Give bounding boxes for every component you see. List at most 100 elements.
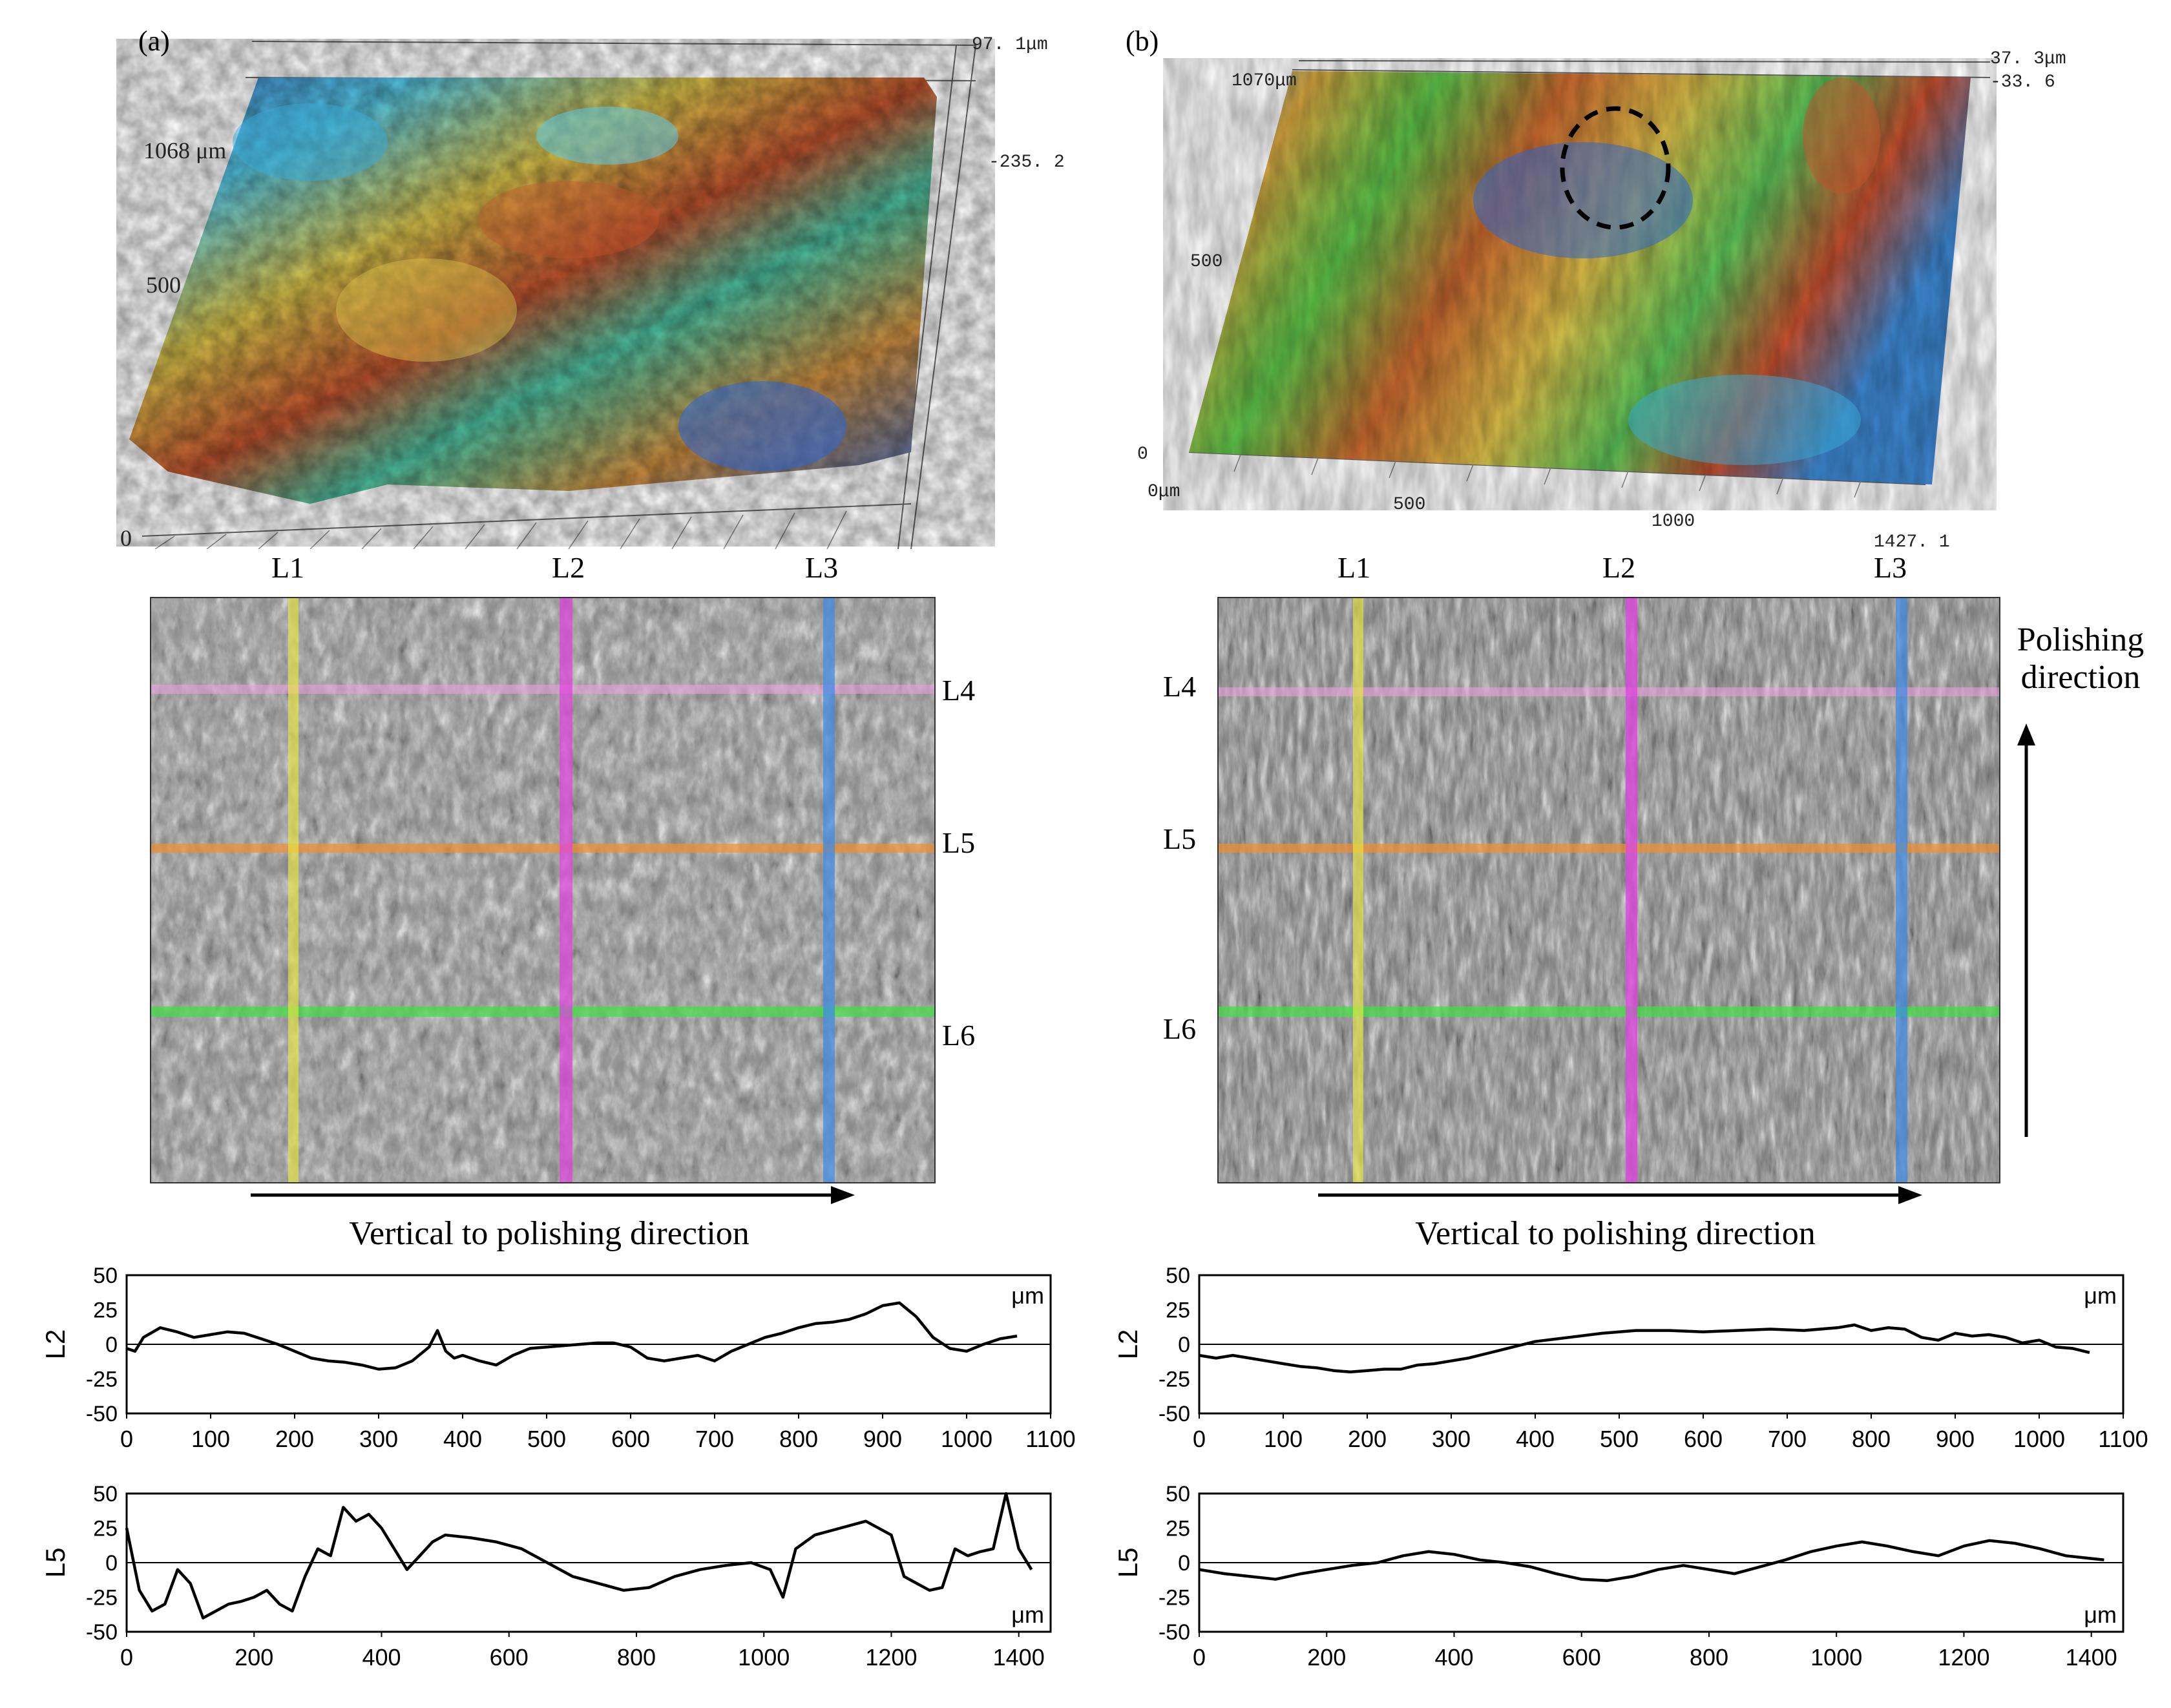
panel-b-label-L5: L5	[1163, 822, 1197, 855]
panel-a-label-L2: L2	[552, 551, 585, 584]
x-tick-label: 100	[1264, 1426, 1303, 1452]
y-axis-label: L5	[40, 1548, 70, 1578]
y-tick-label: 0	[1178, 1333, 1190, 1357]
panel-a-band-L5	[151, 844, 934, 853]
y-tick-label: 0	[105, 1551, 118, 1576]
x-tick-label: 400	[1516, 1426, 1555, 1452]
polishing-direction-line1: Polishing	[2017, 621, 2145, 658]
panel-b-label-L6: L6	[1163, 1012, 1197, 1045]
x-tick-label: 0	[120, 1644, 133, 1671]
x-tick-label: 500	[1600, 1426, 1639, 1452]
x-tick-label: 0	[1193, 1426, 1206, 1452]
x-tick-label: 400	[443, 1426, 482, 1452]
x-tick-label: 0	[1193, 1644, 1206, 1671]
x-tick-label: 600	[1562, 1644, 1601, 1671]
panel-a-band-L6	[151, 1006, 934, 1017]
x-tick-label: 1400	[2066, 1644, 2117, 1671]
x-tick-label: 800	[779, 1426, 818, 1452]
y-tick-label: 25	[93, 1517, 118, 1541]
panel-a-label: (a)	[138, 25, 170, 57]
x-tick-label: 400	[1434, 1644, 1473, 1671]
y-tick-label: -50	[1159, 1620, 1190, 1645]
panel-b-micrograph	[1217, 597, 2000, 1183]
panel-b-z-min-label: -33. 6	[1990, 72, 2055, 92]
panel-a-z-max-label: 97. 1μm	[972, 35, 1048, 55]
y-axis-label: L2	[1113, 1329, 1143, 1360]
panel-a-band-L4	[151, 685, 934, 694]
panel-b-arrow-label: Vertical to polishing direction	[1415, 1215, 1816, 1252]
polishing-direction-label: Polishing direction	[2003, 621, 2158, 696]
x-tick-label: 600	[611, 1426, 650, 1452]
y-tick-label: 50	[1166, 1482, 1190, 1506]
y-tick-label: 0	[105, 1333, 118, 1357]
panel-a-arrow-label: Vertical to polishing direction	[349, 1215, 750, 1252]
unit-label: μm	[1011, 1282, 1044, 1309]
panel-b-x-max-label: 1427. 1	[1874, 532, 1950, 552]
panel-a-label-L4: L4	[942, 674, 976, 707]
x-tick-label: 500	[527, 1426, 566, 1452]
x-tick-label: 1000	[2013, 1426, 2065, 1452]
x-tick-label: 1400	[993, 1644, 1045, 1671]
y-tick-label: -50	[86, 1402, 118, 1426]
panel-a-band-L3	[823, 598, 835, 1182]
panel-b-band-L1	[1353, 598, 1363, 1182]
panel-a-micrograph-image	[151, 598, 934, 1182]
x-tick-label: 900	[1936, 1426, 1975, 1452]
panel-b-3d-surface-map	[1188, 60, 1991, 498]
x-tick-label: 1000	[1810, 1644, 1862, 1671]
y-tick-label: -25	[86, 1586, 118, 1610]
panel-a-y-zero-label: 0	[120, 525, 132, 551]
polishing-direction-line2: direction	[2020, 659, 2141, 696]
y-tick-label: -25	[1159, 1368, 1190, 1392]
x-tick-label: 200	[1307, 1644, 1346, 1671]
x-tick-label: 100	[191, 1426, 230, 1452]
x-tick-label: 1200	[865, 1644, 917, 1671]
x-tick-label: 1000	[941, 1426, 992, 1452]
profile-line	[1199, 1539, 2104, 1583]
panel-b-highlight-ellipse	[1560, 106, 1671, 230]
x-tick-label: 700	[695, 1426, 734, 1452]
x-tick-label: 1000	[738, 1644, 790, 1671]
y-tick-label: 25	[93, 1298, 118, 1323]
y-tick-label: 50	[93, 1482, 118, 1506]
x-tick-label: 1200	[1938, 1644, 1989, 1671]
y-tick-label: 25	[1166, 1298, 1190, 1323]
unit-label: μm	[1011, 1601, 1044, 1628]
y-tick-label: -50	[1159, 1402, 1190, 1426]
x-tick-label: 300	[359, 1426, 398, 1452]
unit-label: μm	[2084, 1282, 2117, 1309]
panel-b-label-L1: L1	[1337, 551, 1371, 584]
panel-b-x-1000-label: 1000	[1652, 512, 1695, 532]
panel-a-y-top-label: 1068 μm	[143, 138, 227, 163]
x-tick-label: 600	[490, 1644, 529, 1671]
x-tick-label: 200	[235, 1644, 273, 1671]
panel-b-band-L5	[1219, 844, 1999, 853]
x-tick-label: 400	[362, 1644, 401, 1671]
panel-a-micrograph	[150, 597, 936, 1183]
y-tick-label: -25	[86, 1368, 118, 1392]
y-tick-label: -50	[86, 1620, 118, 1645]
polishing-direction-arrow-icon	[2017, 724, 2035, 1137]
y-axis-label: L5	[1113, 1548, 1143, 1578]
panel-b-x-mid-label: 500	[1393, 495, 1426, 515]
panel-a-horizontal-arrow-icon	[251, 1186, 855, 1204]
panel-a-y-mid-label: 500	[146, 272, 181, 298]
x-tick-label: 0	[120, 1426, 133, 1452]
panel-b-horizontal-arrow-icon	[1318, 1186, 1922, 1204]
panel-b-y-zero-label: 0	[1137, 444, 1148, 464]
panel-b-y-mid-label: 500	[1190, 252, 1223, 272]
panel-a-z-min-label: -235. 2	[989, 152, 1065, 172]
panel-b-band-L3	[1896, 598, 1907, 1182]
x-tick-label: 200	[1348, 1426, 1387, 1452]
y-tick-label: 25	[1166, 1517, 1190, 1541]
profile-line	[126, 1301, 1018, 1371]
x-tick-label: 900	[863, 1426, 902, 1452]
panel-b-band-L6	[1219, 1006, 1999, 1017]
panel-b-label-L2: L2	[1602, 551, 1636, 584]
x-tick-label: 200	[275, 1426, 314, 1452]
panel-b-x-zero-label: 0μm	[1148, 482, 1180, 502]
panel-b-micrograph-image	[1219, 598, 1999, 1182]
